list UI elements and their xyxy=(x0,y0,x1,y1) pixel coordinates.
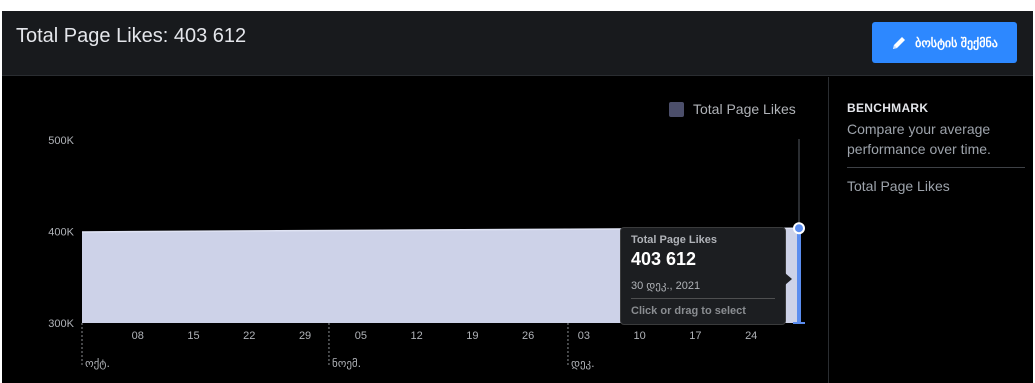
x-tick-label-11: 24 xyxy=(745,330,757,342)
chart-legend: Total Page Likes xyxy=(669,101,796,117)
chart-tooltip: Total Page Likes 403 612 30 დეკ., 2021 C… xyxy=(620,227,792,325)
x-tick-label-2: 22 xyxy=(243,330,255,342)
pencil-icon xyxy=(893,36,906,49)
y-tick-label-2: 500K xyxy=(48,135,74,147)
legend-label: Total Page Likes xyxy=(693,101,796,117)
x-tick-label-7: 26 xyxy=(522,330,534,342)
month-label-2: დეკ. xyxy=(571,357,595,370)
benchmark-item-total-page-likes[interactable]: Total Page Likes xyxy=(847,178,950,194)
tooltip-hint: Click or drag to select xyxy=(631,305,746,317)
x-tick-label-3: 29 xyxy=(299,330,311,342)
benchmark-description: Compare your average performance over ti… xyxy=(847,121,991,157)
x-tick-label-0: 08 xyxy=(132,330,144,342)
y-tick-label-0: 300K xyxy=(48,318,74,330)
selected-point xyxy=(793,222,805,235)
x-tick-label-1: 15 xyxy=(187,330,199,342)
legend-swatch xyxy=(669,101,684,117)
x-tick-label-5: 12 xyxy=(410,330,422,342)
benchmark-panel: BENCHMARK Compare your average performan… xyxy=(847,101,1025,194)
month-label-0: ოქტ. xyxy=(85,357,110,370)
benchmark-divider xyxy=(847,167,1025,168)
create-post-label: ბოსტის შექმნა xyxy=(915,35,998,50)
tooltip-label: Total Page Likes xyxy=(631,234,717,246)
month-label-1: ნოემ. xyxy=(332,357,361,370)
tooltip-date: 30 დეკ., 2021 xyxy=(631,280,701,292)
x-tick-label-6: 19 xyxy=(466,330,478,342)
x-tick-label-10: 17 xyxy=(689,330,701,342)
card-header: Total Page Likes: 403 612 ბოსტის შექმნა xyxy=(2,11,1033,76)
tooltip-value: 403 612 xyxy=(631,249,697,269)
x-tick-label-9: 10 xyxy=(634,330,646,342)
tooltip-divider xyxy=(631,298,775,299)
page-title: Total Page Likes: 403 612 xyxy=(16,25,247,47)
x-tick-label-8: 03 xyxy=(578,330,590,342)
area-series-total-page-likes xyxy=(82,228,799,323)
y-tick-label-1: 400K xyxy=(48,227,74,239)
side-divider xyxy=(828,77,829,383)
selection-handle xyxy=(797,228,801,323)
benchmark-title: BENCHMARK xyxy=(847,101,929,115)
chart-area[interactable]: 300K 400K 500K 08 15 22 29 05 12 19 26 03 10 17 24 ოქტ… xyxy=(2,77,828,383)
likes-area-chart[interactable]: 300K 400K 500K 08 15 22 29 05 12 19 26 03 10 17 24 ოქტ… xyxy=(2,77,828,383)
insights-card: Total Page Likes: 403 612 ბოსტის შექმნა … xyxy=(2,11,1033,383)
create-post-button[interactable]: ბოსტის შექმნა xyxy=(872,22,1017,63)
x-tick-label-4: 05 xyxy=(355,330,367,342)
